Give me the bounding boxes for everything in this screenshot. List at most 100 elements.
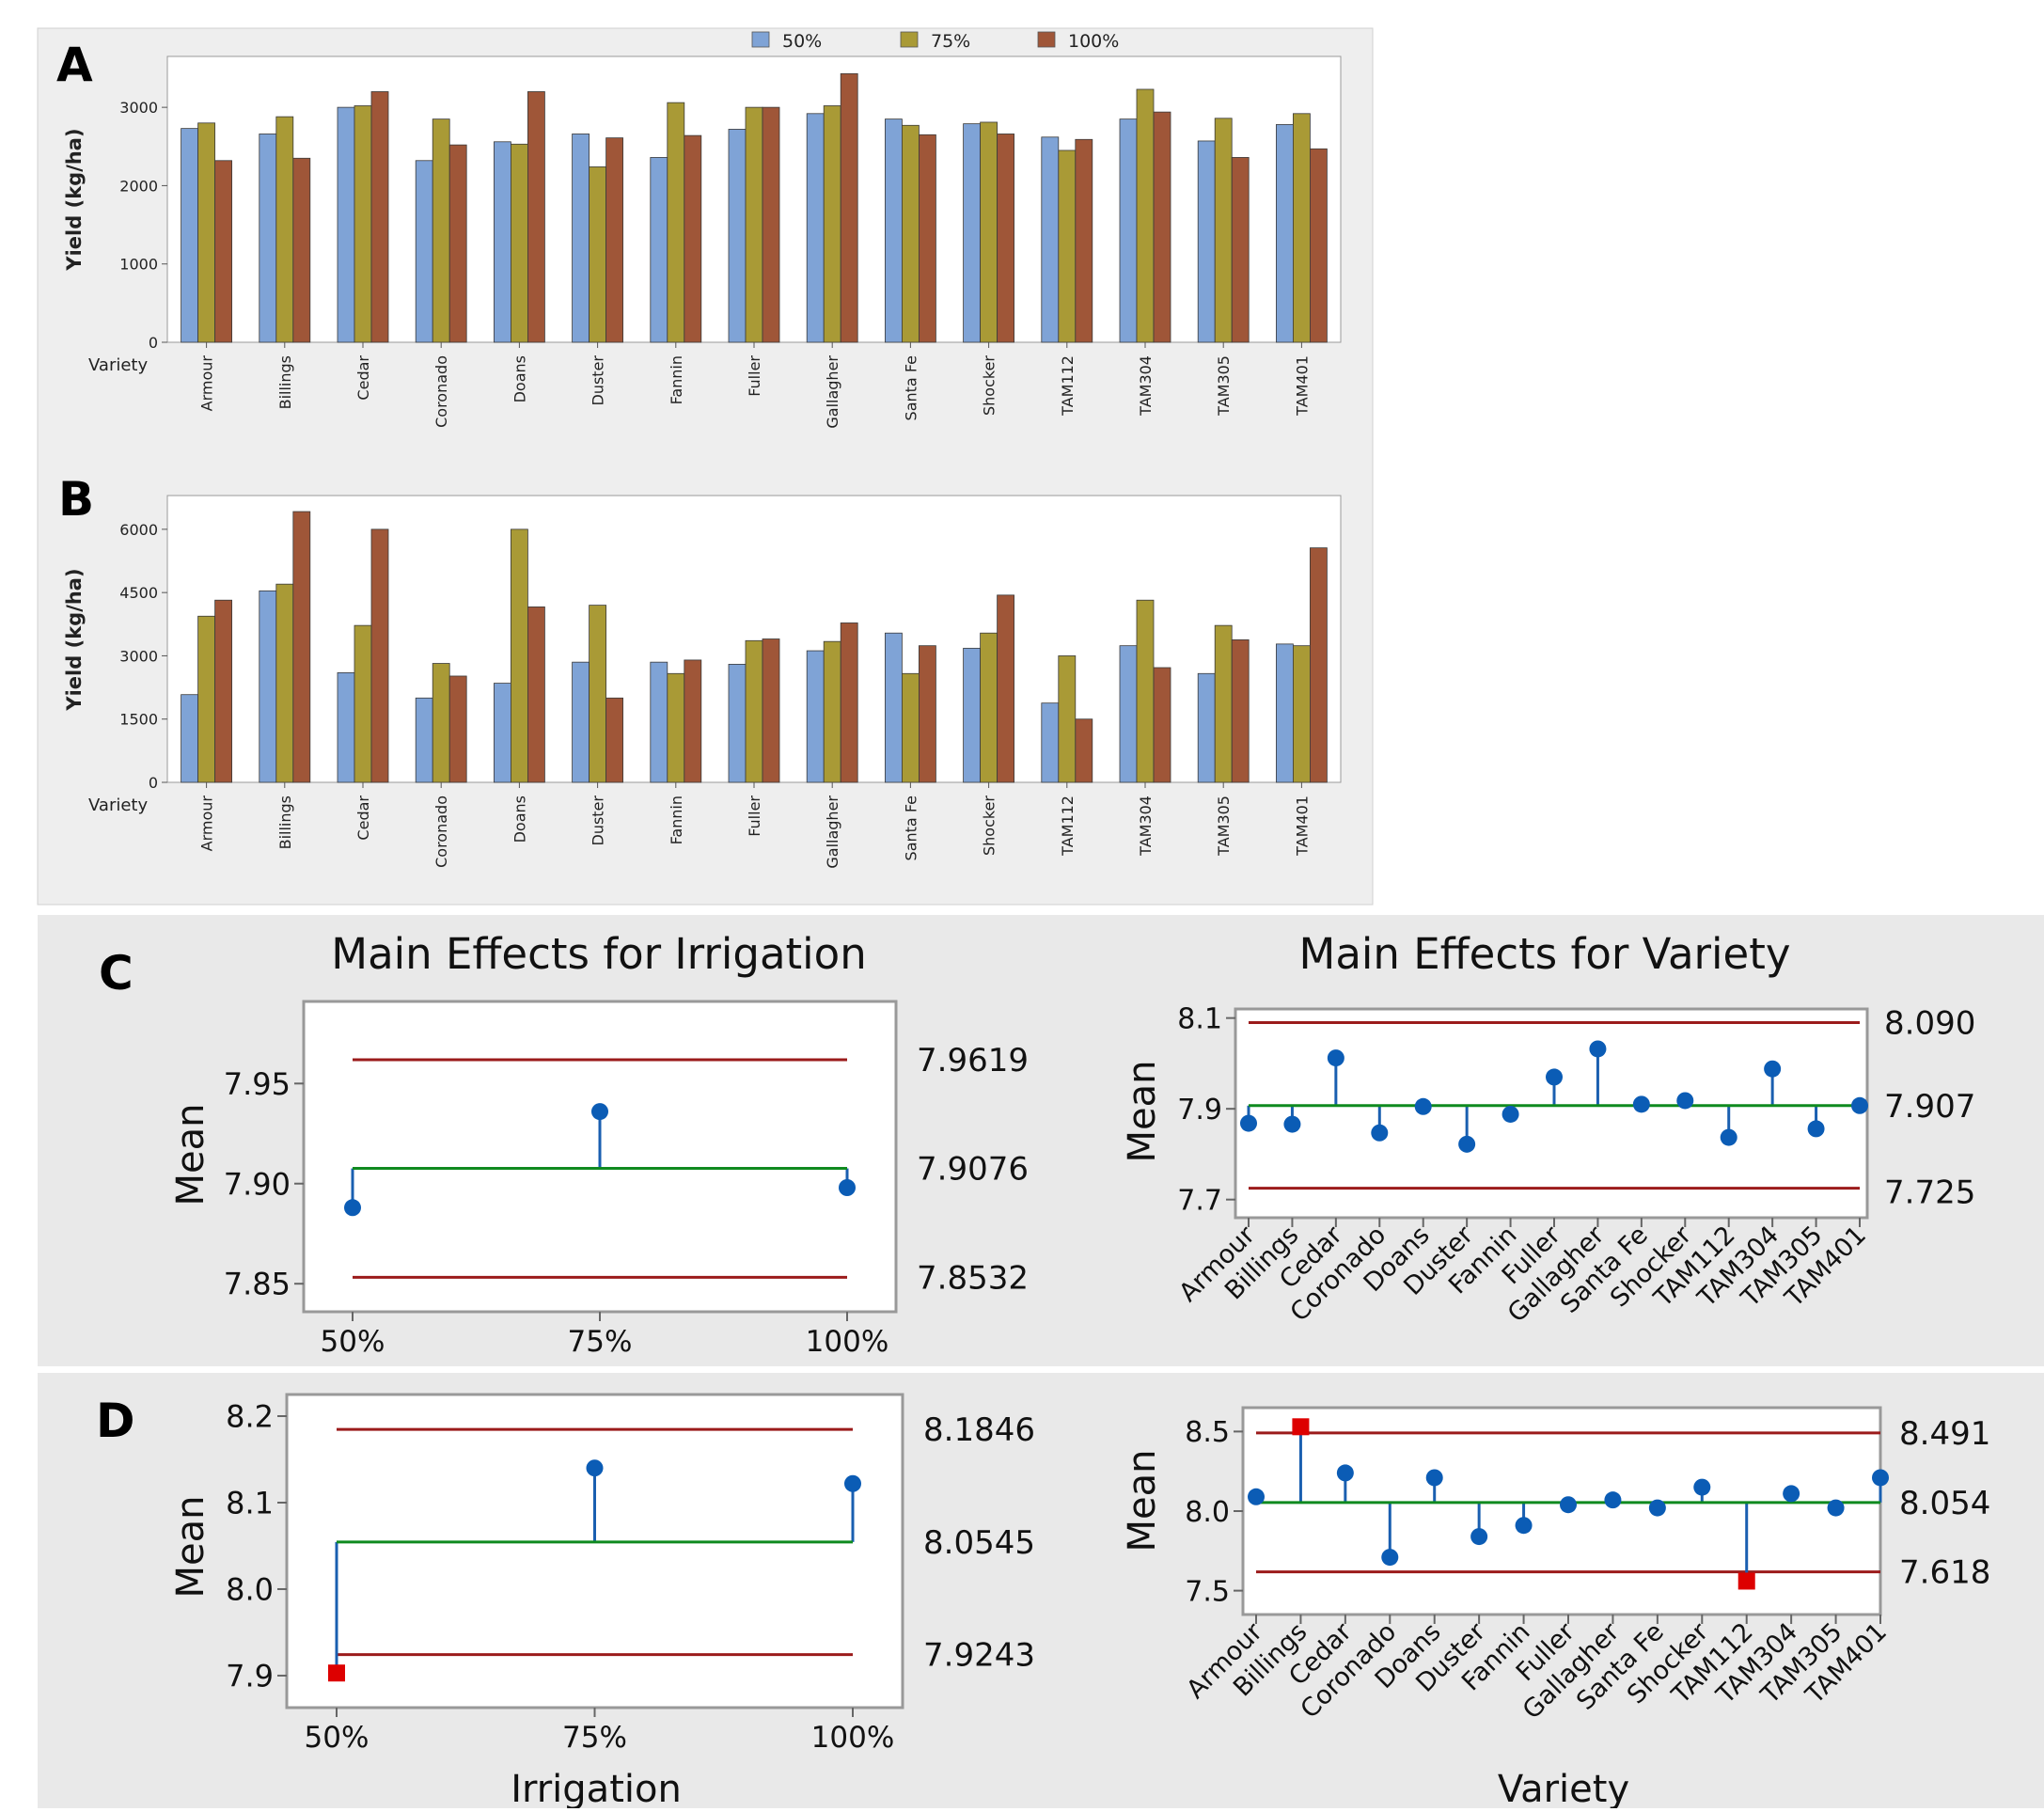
- chart-d-variety-ytick-label: 8.0: [1185, 1496, 1230, 1529]
- chart-b-xtick-label: TAM304: [1137, 796, 1155, 857]
- chart-d-variety-limit-label: 8.491: [1899, 1415, 1990, 1453]
- chart-b-xtick-label: Duster: [590, 796, 607, 846]
- chart-b-bar: [337, 671, 355, 783]
- chart-d-variety-point: [1827, 1499, 1845, 1517]
- chart-a-xtick-label: Gallagher: [824, 355, 841, 429]
- chart-d-variety-limit-label: 8.054: [1899, 1485, 1990, 1522]
- chart-b-bar: [885, 632, 903, 783]
- chart-a-bar: [432, 118, 450, 343]
- chart-b-xtick-label: Billings: [276, 796, 294, 849]
- chart-a-xtick-label: Billings: [276, 355, 294, 409]
- chart-b-bar: [415, 697, 433, 783]
- chart-b-bar: [728, 664, 747, 783]
- chart-c-irrigation-ytick-label: 7.95: [224, 1066, 291, 1102]
- chart-d-irrigation-point: [586, 1459, 604, 1477]
- chart-b-xtick-label: Armour: [198, 796, 216, 852]
- chart-a-xtick-label: Cedar: [354, 355, 372, 401]
- chart-b-bar: [1231, 638, 1250, 783]
- chart-b-bar: [448, 675, 467, 783]
- legend-label-75: 75%: [931, 31, 970, 52]
- chart-a-xlabel: Variety: [88, 355, 148, 375]
- chart-d-variety-point: [1515, 1517, 1533, 1535]
- chart-b-xtick-label: Doans: [511, 796, 528, 843]
- chart-c-irrigation: 7.85 7.90 7.95 7.9619 7.9076 7.8532 50% 75% 100%: [224, 1042, 1029, 1359]
- chart-c-irrigation-xtick-label: 50%: [321, 1325, 385, 1359]
- chart-a-bar: [415, 160, 433, 343]
- chart-c-variety-point: [1589, 1040, 1607, 1058]
- chart-b-bar: [806, 650, 825, 783]
- chart-b-xtick-label: Shocker: [981, 796, 998, 856]
- chart-b-ytick-label: 6000: [119, 521, 158, 539]
- chart-d-variety-point: [1604, 1491, 1622, 1509]
- chart-b-bar: [605, 697, 623, 783]
- chart-a-xtick-label: Armour: [198, 355, 216, 412]
- chart-c-irrigation-xtick-label: 100%: [806, 1325, 889, 1359]
- chart-a-bar: [762, 106, 780, 343]
- chart-a-bar: [823, 105, 841, 343]
- chart-d-irrigation-ytick-label: 8.1: [226, 1486, 274, 1521]
- chart-c-irrigation-limit-label: 7.9076: [917, 1151, 1029, 1189]
- chart-a-ytick-label: 3000: [119, 99, 158, 117]
- chart-d-variety-point: [1783, 1485, 1800, 1503]
- chart-d-variety-ylabel: Mean: [1121, 1450, 1164, 1552]
- chart-b-bar: [840, 622, 858, 783]
- chart-d-irrigation-ylabel: Mean: [169, 1496, 212, 1599]
- chart-b-bar: [650, 661, 668, 783]
- chart-b-bar: [1058, 655, 1077, 783]
- chart-b-bar: [762, 638, 780, 783]
- chart-b-bar: [1293, 645, 1311, 783]
- panel-letter-c: C: [99, 946, 134, 1001]
- chart-c-irrigation-ytick-label: 7.90: [224, 1166, 291, 1202]
- chart-a-bar: [1119, 118, 1138, 343]
- chart-d-variety-point: [1560, 1496, 1577, 1514]
- chart-a-bar: [337, 106, 355, 343]
- chart-d-variety-flagged-point: [1737, 1572, 1755, 1590]
- chart-b-ytick-label: 4500: [119, 584, 158, 602]
- chart-d-irrigation-point: [844, 1474, 861, 1492]
- chart-d-variety-plot-area: [1241, 1406, 1882, 1616]
- chart-b-bar: [370, 528, 389, 783]
- chart-d-irrigation-limit-label: 8.1846: [923, 1411, 1035, 1449]
- chart-b-bar: [963, 647, 981, 783]
- chart-c-variety-plot-area: [1234, 1007, 1869, 1220]
- chart-a-bar: [572, 134, 590, 343]
- chart-c-irrigation-ylabel: Mean: [169, 1104, 212, 1206]
- chart-d-variety-point: [1648, 1499, 1666, 1517]
- chart-c-variety-ylabel: Mean: [1121, 1061, 1164, 1163]
- chart-a-bar: [1153, 111, 1171, 343]
- chart-b-bar: [1197, 672, 1216, 783]
- chart-a-bar: [589, 166, 606, 343]
- panel-letter-b: B: [58, 472, 94, 527]
- chart-a-bar: [1214, 118, 1233, 343]
- chart-d-irrigation-ytick-label: 8.0: [226, 1571, 274, 1607]
- chart-a-bar: [885, 118, 903, 343]
- chart-a-bar: [527, 91, 545, 343]
- chart-c-irrigation-title: Main Effects for Irrigation: [331, 929, 867, 979]
- chart-c-variety-limit-label: 8.090: [1884, 1004, 1975, 1042]
- chart-a-bar: [1136, 88, 1155, 343]
- chart-a-bar: [919, 134, 936, 343]
- chart-b-bar: [902, 672, 920, 783]
- chart-c-variety-point: [1807, 1120, 1825, 1138]
- legend: 50% 75% 100%: [751, 31, 1119, 52]
- chart-a-bar: [370, 91, 389, 343]
- chart-d-variety-limit-label: 7.618: [1899, 1554, 1990, 1592]
- chart-b-bar: [823, 640, 841, 783]
- legend-swatch-100: [1037, 31, 1056, 48]
- chart-c-variety-point: [1502, 1105, 1519, 1123]
- chart-b-bar: [197, 615, 216, 783]
- chart-b-bar: [275, 583, 294, 783]
- chart-a-bar: [181, 128, 199, 343]
- chart-d-irrigation-flagged-point: [328, 1664, 345, 1682]
- chart-c-variety-ytick-label: 7.9: [1177, 1094, 1222, 1127]
- chart-a-bar: [448, 144, 467, 343]
- chart-c-variety-point: [1414, 1097, 1432, 1115]
- chart-b-bar: [1276, 643, 1294, 783]
- chart-b-bar: [181, 694, 199, 783]
- chart-d-variety-point: [1470, 1528, 1488, 1546]
- chart-a-bar: [650, 157, 668, 343]
- chart-c-variety-point: [1240, 1114, 1257, 1132]
- chart-b-xtick-label: Cedar: [354, 796, 372, 841]
- chart-a-xtick-label: Fannin: [668, 355, 685, 404]
- chart-d-irrigation: 7.9 8.0 8.1 8.2 8.1846 8.0545 7.9243 50% 75% 100%: [226, 1399, 1035, 1755]
